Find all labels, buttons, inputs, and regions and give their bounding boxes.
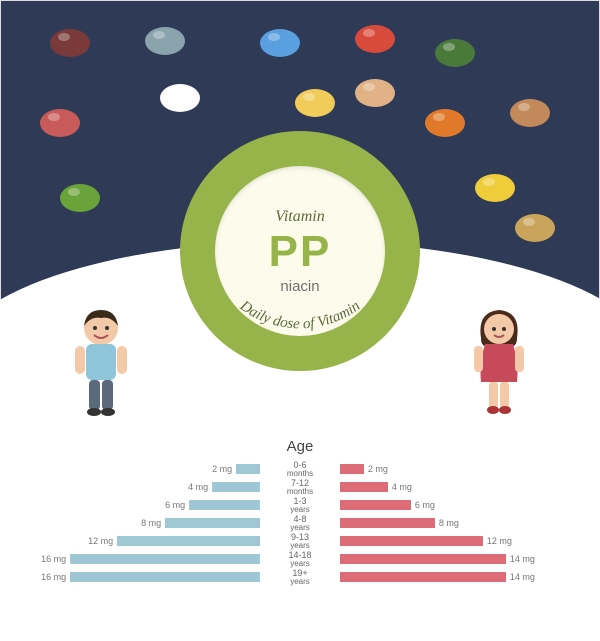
female-side: 12 mg	[340, 536, 569, 546]
female-side: 6 mg	[340, 500, 569, 510]
tomato-icon	[351, 17, 399, 57]
female-side: 4 mg	[340, 482, 569, 492]
male-side: 4 mg	[31, 482, 260, 492]
male-bar	[70, 572, 260, 582]
egg-icon	[156, 76, 204, 116]
male-value: 6 mg	[165, 500, 185, 510]
female-bar	[340, 518, 435, 528]
meat-icon	[36, 101, 84, 141]
dandelion-icon	[56, 176, 104, 216]
male-value: 16 mg	[41, 554, 66, 564]
arc-text: Daily dose of Vitamin	[180, 131, 420, 371]
male-value: 16 mg	[41, 572, 66, 582]
female-value: 12 mg	[487, 536, 512, 546]
peanut-icon	[506, 91, 554, 131]
vitamin-badge: Vitamin PP niacin Daily dose of Vitamin	[180, 131, 420, 371]
chart-row: 2 mg 0-6months 2 mg	[31, 461, 569, 477]
female-value: 14 mg	[510, 554, 535, 564]
male-bar	[212, 482, 260, 492]
male-value: 8 mg	[141, 518, 161, 528]
chart-row: 16 mg 19+years 14 mg	[31, 569, 569, 585]
broccoli-icon	[431, 31, 479, 71]
male-bar	[236, 464, 260, 474]
age-label: 19+years	[260, 569, 340, 586]
bread-icon	[351, 71, 399, 111]
chart-row: 8 mg 4-8years 8 mg	[31, 515, 569, 531]
female-bar	[340, 554, 506, 564]
chart-rows: 2 mg0-6months2 mg4 mg7-12months4 mg6 mg1…	[31, 461, 569, 585]
age-label: 9-13years	[260, 533, 340, 550]
fish-icon	[141, 19, 189, 59]
male-value: 2 mg	[212, 464, 232, 474]
female-value: 6 mg	[415, 500, 435, 510]
male-side: 2 mg	[31, 464, 260, 474]
chart-row: 6 mg 1-3years 6 mg	[31, 497, 569, 513]
male-side: 16 mg	[31, 554, 260, 564]
female-value: 14 mg	[510, 572, 535, 582]
cheese-icon	[291, 81, 339, 121]
svg-text:Daily dose of Vitamin: Daily dose of Vitamin	[236, 297, 363, 332]
carrot-icon	[421, 101, 469, 141]
age-label: 1-3years	[260, 497, 340, 514]
liver-icon	[46, 21, 94, 61]
male-bar	[70, 554, 260, 564]
wheat-icon	[511, 206, 559, 246]
female-side: 14 mg	[340, 554, 569, 564]
age-label: 14-18years	[260, 551, 340, 568]
dose-chart: Age 2 mg0-6months2 mg4 mg7-12months4 mg6…	[1, 438, 599, 587]
male-value: 12 mg	[88, 536, 113, 546]
female-side: 14 mg	[340, 572, 569, 582]
female-bar	[340, 500, 411, 510]
male-bar	[165, 518, 260, 528]
male-bar	[189, 500, 260, 510]
chart-row: 4 mg 7-12months 4 mg	[31, 479, 569, 495]
corn-icon	[471, 166, 519, 206]
female-value: 8 mg	[439, 518, 459, 528]
boy-illustration	[61, 306, 141, 431]
male-value: 4 mg	[188, 482, 208, 492]
female-bar	[340, 482, 388, 492]
male-side: 16 mg	[31, 572, 260, 582]
male-bar	[117, 536, 260, 546]
chart-row: 16 mg 14-18years 14 mg	[31, 551, 569, 567]
female-side: 2 mg	[340, 464, 569, 474]
female-bar	[340, 536, 483, 546]
age-label: 0-6months	[260, 461, 340, 478]
infographic-canvas: Vitamin PP niacin Daily dose of Vitamin	[0, 0, 600, 600]
female-bar	[340, 464, 364, 474]
chart-title: Age	[31, 438, 569, 455]
male-side: 6 mg	[31, 500, 260, 510]
girl-illustration	[459, 306, 539, 431]
milk-icon	[256, 21, 304, 61]
female-value: 2 mg	[368, 464, 388, 474]
age-label: 4-8years	[260, 515, 340, 532]
female-side: 8 mg	[340, 518, 569, 528]
female-bar	[340, 572, 506, 582]
chart-row: 12 mg 9-13years 12 mg	[31, 533, 569, 549]
female-value: 4 mg	[392, 482, 412, 492]
male-side: 8 mg	[31, 518, 260, 528]
male-side: 12 mg	[31, 536, 260, 546]
age-label: 7-12months	[260, 479, 340, 496]
